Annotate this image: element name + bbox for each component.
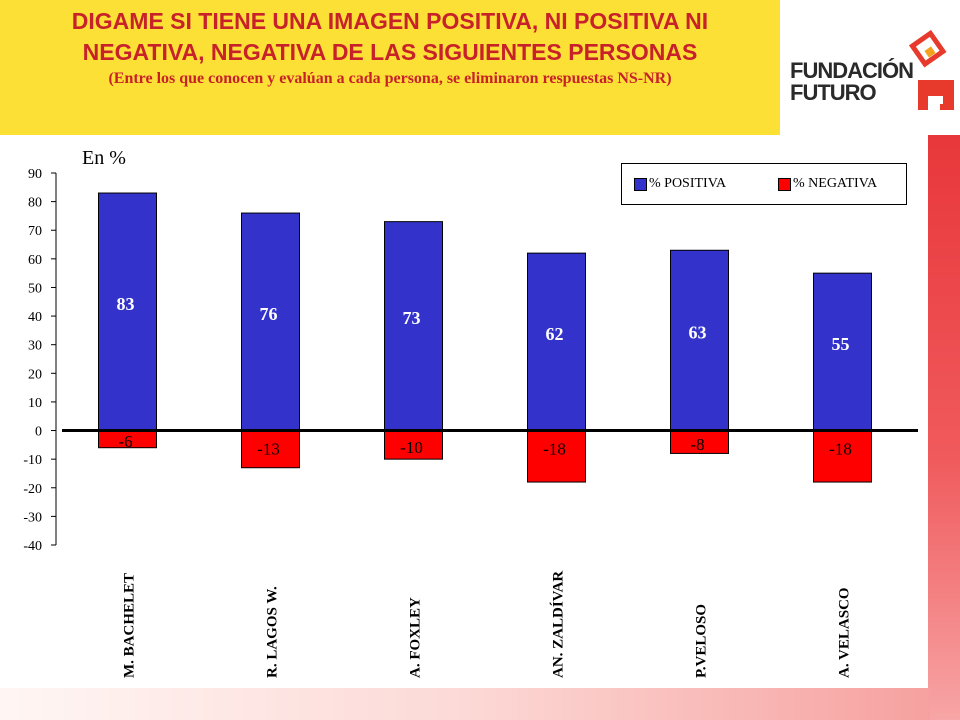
y-tick-label: -10 bbox=[23, 453, 42, 468]
y-tick-label: -30 bbox=[23, 510, 42, 525]
decorative-right-stripe bbox=[928, 135, 960, 720]
y-tick-label: 80 bbox=[28, 196, 42, 211]
legend-swatch-positive bbox=[634, 177, 647, 191]
data-label-negative: -18 bbox=[543, 440, 566, 459]
bar-positive bbox=[527, 252, 586, 432]
decorative-bottom-stripe bbox=[0, 688, 930, 720]
data-label-negative: -10 bbox=[400, 438, 423, 457]
bar-negative bbox=[813, 430, 872, 483]
y-tick-label: 10 bbox=[28, 396, 42, 411]
bars-group: 83 -6 76 -13 73 -10 62 -18 63 -8 55 -18 bbox=[62, 192, 918, 483]
legend-swatch-negative bbox=[778, 177, 791, 191]
logo-text-futuro: FUTURO bbox=[790, 80, 877, 105]
category-label: P.VELOSO bbox=[694, 604, 710, 678]
title-banner: DIGAME SI TIENE UNA IMAGEN POSITIVA, NI … bbox=[0, 0, 780, 135]
category-label: R. LAGOS W. bbox=[265, 586, 281, 678]
y-tick-label: 0 bbox=[35, 425, 42, 440]
category-label: A. FOXLEY bbox=[408, 597, 424, 678]
y-tick-label: 30 bbox=[28, 339, 42, 354]
category-label: M. BACHELET bbox=[122, 573, 138, 678]
data-label-negative: -8 bbox=[690, 435, 704, 454]
x-axis-labels: M. BACHELET R. LAGOS W. A. FOXLEY AN. ZALDÍ… bbox=[122, 571, 853, 678]
data-label-positive: 63 bbox=[689, 322, 707, 342]
y-tick-label: 90 bbox=[28, 167, 42, 182]
data-label-positive: 55 bbox=[832, 334, 850, 354]
y-tick-label: -20 bbox=[23, 482, 42, 497]
data-label-positive: 76 bbox=[260, 304, 278, 324]
bar-positive bbox=[98, 192, 157, 432]
bar-positive bbox=[670, 249, 729, 432]
category-label: AN. ZALDÍVAR bbox=[550, 571, 567, 678]
data-label-positive: 73 bbox=[403, 308, 421, 328]
unit-label: En % bbox=[82, 147, 126, 169]
logo-text-fundacion: FUNDACIÓN bbox=[790, 58, 914, 83]
y-tick-label: 40 bbox=[28, 310, 42, 325]
bar-negative bbox=[241, 430, 300, 469]
bar-positive bbox=[384, 221, 443, 432]
legend-label-positive: % POSITIVA bbox=[649, 176, 727, 191]
y-tick-label: 20 bbox=[28, 367, 42, 382]
chart-subtitle: (Entre los que conocen y evalúan a cada … bbox=[108, 70, 672, 87]
legend-item-positive: % POSITIVA bbox=[634, 176, 726, 192]
chart-title: DIGAME SI TIENE UNA IMAGEN POSITIVA, NI … bbox=[71, 8, 709, 65]
data-label-negative: -13 bbox=[257, 440, 280, 459]
legend-item-negative: % NEGATIVA bbox=[778, 176, 877, 192]
y-tick-label: 60 bbox=[28, 253, 42, 268]
data-label-negative: -6 bbox=[118, 432, 132, 451]
legend-label-negative: % NEGATIVA bbox=[793, 176, 878, 191]
y-tick-label: -40 bbox=[23, 539, 42, 554]
bar-positive bbox=[813, 272, 872, 432]
bar-positive bbox=[241, 212, 300, 432]
chart-legend: % POSITIVA % NEGATIVA bbox=[621, 163, 907, 205]
fundacion-futuro-logo: FUNDACIÓN FUTURO bbox=[790, 30, 960, 120]
bar-negative bbox=[384, 430, 443, 460]
category-label: A. VELASCO bbox=[837, 587, 853, 678]
data-label-negative: -18 bbox=[829, 440, 852, 459]
key-logo-icon bbox=[908, 30, 954, 110]
y-tick-label: 70 bbox=[28, 224, 42, 239]
data-label-positive: 83 bbox=[117, 294, 135, 314]
data-label-positive: 62 bbox=[546, 324, 564, 344]
y-tick-label: 50 bbox=[28, 281, 42, 296]
bar-negative bbox=[527, 430, 586, 483]
y-axis: 90 80 70 60 50 40 30 20 10 0 -10 -20 -30 -40 bbox=[23, 167, 57, 554]
